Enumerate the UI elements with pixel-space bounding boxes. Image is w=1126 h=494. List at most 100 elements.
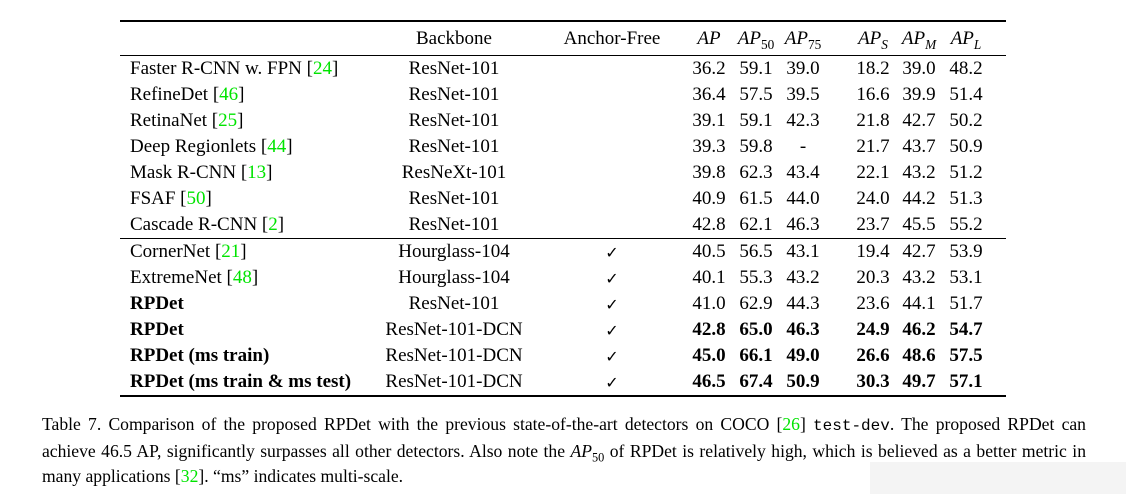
col-header-ap75: AP75 [784,27,822,52]
citation-link[interactable]: 44 [267,136,287,157]
table-row: RPDet (ms train & ms test) ResNet-101-DCN… [120,369,1006,396]
metric-value: 24.0 [856,188,890,209]
metric-value: 39.0 [902,58,936,79]
metric-value: 44.2 [902,188,936,209]
metric-value: 36.2 [692,58,726,79]
metric-value: 67.4 [739,371,773,392]
backbone-cell: ResNet-101 [408,110,500,131]
right-pad [990,343,1006,369]
citation-link[interactable]: 13 [247,162,267,183]
metric-value: 55.2 [949,214,983,235]
method-name: RetinaNet [130,110,208,131]
column-gap [826,160,850,186]
citation-link[interactable]: 50 [186,188,206,209]
caption-text: Table 7. Comparison of the proposed RPDe… [42,414,783,434]
anchor-free-cell [538,56,686,83]
right-pad [990,160,1006,186]
column-gap [826,317,850,343]
citation-link[interactable]: 24 [312,58,332,79]
citation-link[interactable]: 2 [268,214,278,235]
anchor-free-cell [538,160,686,186]
metric-value: 24.9 [856,319,890,340]
anchor-free-cell [538,82,686,108]
metric-value: 42.8 [692,319,726,340]
anchor-free-cell [538,212,686,239]
column-gap [826,108,850,134]
backbone-cell: ResNet-101 [408,293,500,314]
metric-value: 43.4 [786,162,820,183]
method-cell: Cascade R-CNN [2] [130,214,285,235]
metric-value: 43.7 [902,136,936,157]
table-row: Mask R-CNN [13] ResNeXt-101 39.8 62.3 43.4 22… [120,160,1006,186]
metric-value: 44.3 [786,293,820,314]
citation-link[interactable]: 48 [232,267,252,288]
backbone-cell: ResNet-101 [408,58,500,79]
column-gap [826,82,850,108]
backbone-cell: ResNet-101-DCN [385,345,523,366]
metric-value: 51.7 [949,293,983,314]
metric-value: 40.1 [692,267,726,288]
metric-value: 43.2 [902,162,936,183]
table-caption: Table 7. Comparison of the proposed RPDe… [42,412,1086,489]
column-gap [826,239,850,266]
table-body: Faster R-CNN w. FPN [24] ResNet-101 36.2 59… [120,56,1006,397]
right-pad [990,265,1006,291]
method-name: RefineDet [130,84,209,105]
backbone-cell: Hourglass-104 [398,267,510,288]
table-row: RPDet (ms train) ResNet-101-DCN ✓ 45.0 66.1 4… [120,343,1006,369]
metric-value: 62.9 [739,293,773,314]
metric-value: 45.5 [902,214,936,235]
column-gap [826,134,850,160]
backbone-cell: ResNet-101 [408,188,500,209]
metric-value: 61.5 [739,188,773,209]
column-gap [826,291,850,317]
method-cell: RPDet (ms train) [120,343,370,369]
col-header-anchor-free: Anchor-Free [563,27,661,49]
metric-value: 50.2 [949,110,983,131]
right-pad [990,317,1006,343]
right-pad [990,21,1006,56]
method-cell: RPDet [120,291,370,317]
method-cell: ExtremeNet [48] [130,267,259,288]
method-cell: Deep Regionlets [44] [130,136,293,157]
column-gap [826,21,850,56]
metric-value: 50.9 [786,371,820,392]
right-pad [990,369,1006,396]
metric-value: 23.7 [856,214,890,235]
metric-value: 45.0 [692,345,726,366]
caption-text: ]. “ms” indicates multi-scale. [198,466,404,486]
table-row: RPDet ResNet-101 ✓ 41.0 62.9 44.3 23.6 44.1 51.7 [120,291,1006,317]
metric-value: 39.0 [786,58,820,79]
right-pad [990,186,1006,212]
right-pad [990,212,1006,239]
method-name: Mask R-CNN [130,162,237,183]
citation-link[interactable]: 32 [180,466,199,486]
method-name: RPDet [130,293,184,314]
metric-value: 48.6 [902,345,936,366]
table-row: CornerNet [21] Hourglass-104 ✓ 40.5 56.5 43.1… [120,238,1006,266]
table-header-row: Backbone Anchor-Free AP AP50 AP75 APS AP… [120,21,1006,56]
metric-value: 53.1 [949,267,983,288]
metric-value: 59.1 [739,58,773,79]
metric-value: 51.3 [949,188,983,209]
anchor-free-cell [538,134,686,160]
anchor-free-checkmark: ✓ [605,346,619,366]
citation-link[interactable]: 46 [219,84,239,105]
citation-link[interactable]: 21 [221,241,241,262]
backbone-cell: ResNet-101 [408,214,500,235]
col-header-method [120,21,370,56]
citation-link[interactable]: 26 [782,414,800,434]
metric-value: 55.3 [739,267,773,288]
metric-value: 54.7 [949,319,983,340]
metric-value: 48.2 [949,58,983,79]
method-name: RPDet (ms train & ms test) [130,371,352,392]
caption-text: AP [570,441,592,461]
method-cell: RPDet (ms train & ms test) [120,369,370,396]
metric-value: 39.8 [692,162,726,183]
metric-value: 23.6 [856,293,890,314]
method-cell: RefineDet [46] [130,84,245,105]
metric-value: 16.6 [856,84,890,105]
metric-value: - [799,136,807,157]
table-row: RetinaNet [25] ResNet-101 39.1 59.1 42.3 21.8… [120,108,1006,134]
citation-link[interactable]: 25 [218,110,238,131]
